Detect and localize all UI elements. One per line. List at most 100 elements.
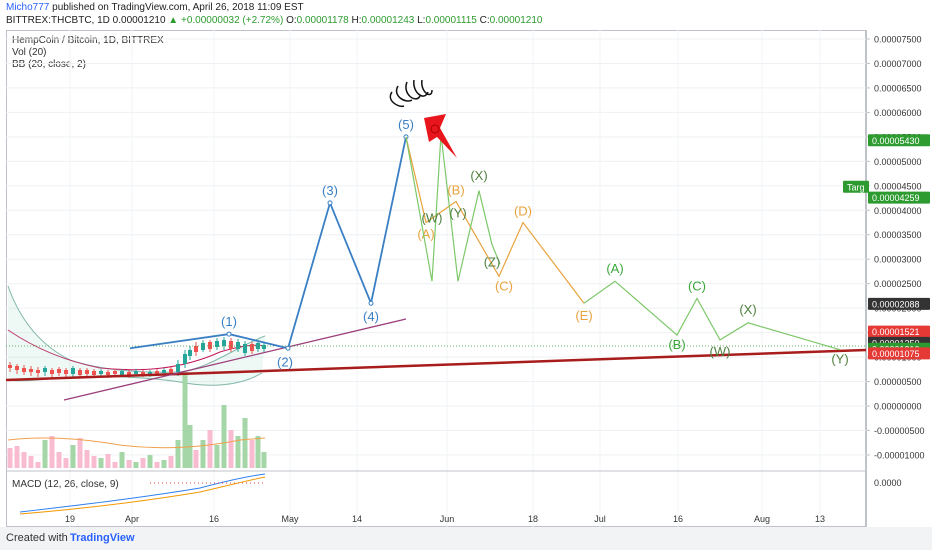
chart-svg[interactable]: (1) (2) (3) (4) (5) (A) (B) (C) (D) (E) (W) (X) (Y) (…: [0, 0, 932, 527]
correction-ae-wave: [405, 136, 585, 304]
correction-ae-label: (A): [417, 227, 434, 242]
candle-body: [215, 341, 219, 347]
volume-bar: [98, 458, 104, 468]
candle-body: [134, 371, 138, 374]
impulse-label: (2): [277, 354, 293, 369]
volume-bar: [133, 462, 139, 468]
volume-bar: [49, 436, 55, 468]
publish-line: Micho777 published on TradingView.com, A…: [6, 2, 304, 13]
projection-label: (B): [668, 337, 685, 352]
volume-ma-line: [7, 437, 266, 449]
legend-vol: Vol (20): [12, 47, 47, 58]
correction-wxyz-wave: [405, 134, 501, 282]
correction-wxyz-label: (Y): [449, 206, 466, 221]
x-tick-label: 19: [65, 514, 75, 524]
price-tag-box: [868, 297, 930, 310]
candle-body: [106, 372, 110, 375]
y-tick-label: -0.00000500: [874, 426, 925, 436]
volume-bar: [112, 462, 118, 468]
tradingview-logo[interactable]: TradingView: [70, 532, 135, 544]
x-tick-label: 16: [673, 514, 683, 524]
volume-bar: [70, 445, 76, 468]
candle-body: [176, 364, 180, 372]
time-axis[interactable]: 19 Apr 16 May 14 Jun 18 Jul 16 Aug 13: [65, 514, 825, 524]
candle-body: [222, 340, 226, 346]
chart-header: Micho777 published on TradingView.com, A…: [0, 0, 932, 30]
legend-bb: BB (20, close, 2): [12, 59, 86, 70]
candle-body: [148, 372, 152, 375]
volume-bar: [161, 460, 167, 468]
volume-bar: [77, 438, 83, 468]
legend-macd: MACD (12, 26, close, 9): [12, 479, 119, 490]
volume-bar: [242, 418, 248, 468]
candle-body: [64, 370, 68, 374]
x-tick-label: Aug: [754, 514, 770, 524]
volume-bar: [235, 436, 241, 468]
x-tick-label: 18: [528, 514, 538, 524]
close-label: C:: [479, 15, 490, 26]
candle-body: [50, 370, 54, 374]
x-tick-label: May: [281, 514, 299, 524]
candle-body: [169, 369, 173, 373]
y-tick-label: 0.00004500: [874, 181, 922, 191]
correction-ae-label: (E): [575, 308, 592, 323]
footer-bar: Created with TradingView: [0, 527, 932, 550]
volume-bar: [207, 430, 213, 468]
candle-body: [36, 370, 40, 373]
price-tag-label: Targ: [847, 182, 865, 192]
volume-bar: [91, 456, 97, 468]
volume-bar: [84, 450, 90, 468]
x-tick-label: 16: [209, 514, 219, 524]
volume-bar: [261, 452, 267, 468]
y-tick-label: 0.00006500: [874, 83, 922, 93]
author-link[interactable]: Micho777: [6, 2, 50, 13]
high-label: H:: [351, 15, 362, 26]
candle-body: [120, 371, 124, 375]
candle-body: [71, 368, 75, 374]
volume-bar: [7, 448, 13, 468]
hand-drawn-doodle: [389, 79, 457, 158]
chart-frame[interactable]: [6, 30, 866, 527]
volume-bar: [168, 456, 174, 468]
candle-body: [162, 370, 166, 373]
price-axis[interactable]: 0.00007500 0.00007000 0.00006500 0.00006000…: [866, 35, 925, 489]
candle-body: [194, 346, 198, 352]
candle-body: [29, 369, 33, 372]
projection-label: (C): [688, 278, 706, 293]
trend-lines: [5, 318, 867, 401]
impulse-point: [368, 300, 374, 306]
x-tick-label: 14: [352, 514, 362, 524]
y-tick-label: 0.00000500: [874, 377, 922, 387]
candle-body: [57, 369, 61, 373]
symbol-info: BITTREX:THCBTC, 1D 0.00001210: [6, 15, 166, 26]
correction-ae-label: (C): [495, 278, 513, 293]
high-value: 0.00001243: [361, 15, 415, 26]
correction-ae-label: (B): [447, 182, 464, 197]
volume-bar: [140, 458, 146, 468]
volume-bar: [21, 452, 27, 468]
legend-title: HempCoin / Bitcoin, 1D, BITTREX: [12, 35, 164, 46]
volume-bar: [56, 452, 62, 468]
correction-wxyz-label: (X): [470, 168, 487, 183]
projection-label: (X): [739, 302, 756, 317]
low-label: L:: [417, 15, 426, 26]
ohlc-line: BITTREX:THCBTC, 1D 0.00001210 ▲ +0.00000…: [6, 15, 542, 26]
correction-ae-label: (D): [514, 204, 532, 219]
candle-body: [250, 344, 254, 351]
impulse-point: [285, 345, 291, 351]
candle-body: [229, 341, 233, 349]
price-tag-label: 0.00002088: [872, 299, 920, 309]
impulse-label: (5): [398, 117, 414, 132]
published-text: published on TradingView.com, April 26, …: [52, 2, 304, 13]
candle-body: [183, 354, 187, 364]
projection-label: (Y): [831, 352, 848, 367]
volume-bar: [154, 462, 160, 468]
price-tag-label: 0.00001075: [872, 349, 920, 359]
candle-body: [78, 370, 82, 375]
projection-label: (W): [710, 344, 731, 359]
candle-body: [8, 365, 12, 368]
volume-bar: [249, 440, 255, 468]
y-tick-label: 0.00003500: [874, 230, 922, 240]
volume-bar: [35, 462, 41, 468]
candle-body: [15, 366, 19, 370]
